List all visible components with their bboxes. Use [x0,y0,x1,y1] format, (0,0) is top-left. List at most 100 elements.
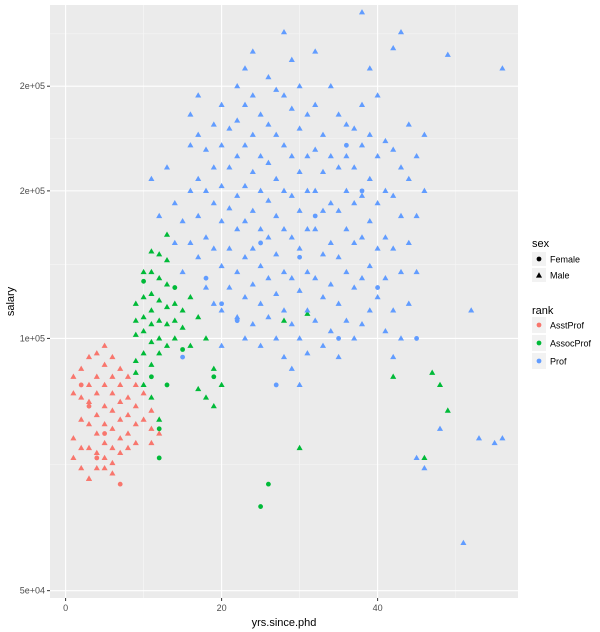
data-point-male-prof [296,287,303,293]
data-point-male-prof [257,111,264,117]
data-point-male-prof [382,234,389,240]
data-point-male-prof [366,175,373,182]
legend-key-prof-icon [536,358,542,364]
data-point-male-prof [218,142,225,148]
y-axis-title: salary [5,286,17,316]
data-point-female-assocprof [156,426,162,432]
data-point-male-prof [296,335,303,341]
data-point-male-asstprof [109,390,116,396]
data-point-male-assocprof [148,307,155,313]
data-point-male-prof [335,111,342,117]
data-point-male-assocprof [140,381,147,388]
legend-title-sex: sex [532,238,550,250]
data-point-male-assocprof [210,403,217,409]
data-point-male-prof [397,212,405,219]
data-point-male-prof [343,187,350,193]
data-point-male-prof [265,159,272,165]
data-point-female-prof [336,336,341,341]
plot-panel [50,5,518,598]
data-point-male-asstprof [124,444,132,451]
data-point-male-prof [390,353,397,360]
data-point-male-prof [366,65,373,71]
data-point-male-assocprof [195,314,202,320]
data-point-male-prof [390,307,397,313]
data-point-female-prof [312,213,318,219]
data-point-male-prof [195,131,202,137]
data-point-male-prof [335,254,342,260]
data-point-male-prof [218,307,225,313]
data-point-male-asstprof [124,411,132,418]
data-point-female-prof [359,188,365,194]
data-point-male-prof [249,92,256,98]
data-point-male-prof [210,121,217,127]
data-point-male-assocprof [132,317,139,323]
data-point-male-prof [343,268,350,275]
data-point-male-assocprof [148,248,155,254]
data-point-male-assocprof [140,314,147,320]
data-point-male-prof [171,239,178,246]
data-point-male-prof [343,317,350,323]
data-point-male-assocprof [132,369,139,375]
data-point-male-prof [382,187,389,193]
data-point-male-prof [226,245,233,251]
data-point-male-prof [351,335,358,341]
data-point-male-assocprof [132,357,139,364]
data-point-male-prof [241,254,249,260]
data-point-male-prof [390,45,397,51]
data-point-male-prof [241,293,249,300]
data-point-male-prof [421,131,428,137]
data-point-male-prof [397,164,405,170]
data-point-male-assocprof [132,331,139,337]
data-point-male-prof [327,281,334,287]
data-point-male-prof [335,164,342,170]
data-point-male-prof [179,268,186,275]
data-point-male-asstprof [117,449,124,456]
data-point-male-prof [296,207,303,213]
data-point-male-prof [257,300,264,306]
data-point-male-prof [249,168,256,175]
data-point-male-prof [366,131,373,137]
data-point-male-prof [358,234,366,240]
data-point-male-prof [319,342,327,348]
data-point-male-prof [234,268,241,275]
data-point-male-asstprof [85,444,93,451]
data-point-male-prof [319,168,327,175]
data-point-female-prof [414,336,419,341]
data-point-male-prof [249,207,256,213]
data-point-female-prof [297,254,302,260]
data-point-male-prof [327,82,334,89]
data-point-female-assocprof [211,374,217,380]
data-point-male-prof [288,56,295,62]
data-point-male-prof [444,51,451,57]
data-point-male-prof [202,234,210,240]
data-point-male-prof [273,290,280,297]
x-axis-title: yrs.since.phd [252,617,317,629]
legend-key-asstprof-icon [536,322,542,328]
data-point-male-prof [288,105,295,111]
x-tick-label: 40 [373,603,383,613]
data-point-male-prof [218,218,225,224]
data-point-male-assocprof [179,324,186,330]
data-point-male-prof [241,101,249,107]
data-point-male-asstprof [132,381,139,388]
data-point-male-prof [358,320,366,327]
data-point-female-assocprof [172,285,178,290]
data-point-male-asstprof [101,439,108,446]
data-point-male-prof [335,353,342,360]
data-point-male-asstprof [109,425,116,431]
data-point-male-assocprof [148,290,155,297]
data-point-male-asstprof [109,373,116,379]
data-point-male-asstprof [70,373,77,379]
data-point-male-prof [390,192,397,198]
data-point-male-prof [265,234,272,240]
data-point-male-prof [366,262,373,269]
data-point-male-assocprof [156,350,163,356]
data-point-male-prof [358,142,366,148]
data-point-male-prof [312,187,319,193]
data-point-male-assocprof [195,385,202,392]
data-point-male-asstprof [93,449,100,456]
data-point-male-prof [226,164,233,170]
data-point-male-asstprof [85,398,93,404]
